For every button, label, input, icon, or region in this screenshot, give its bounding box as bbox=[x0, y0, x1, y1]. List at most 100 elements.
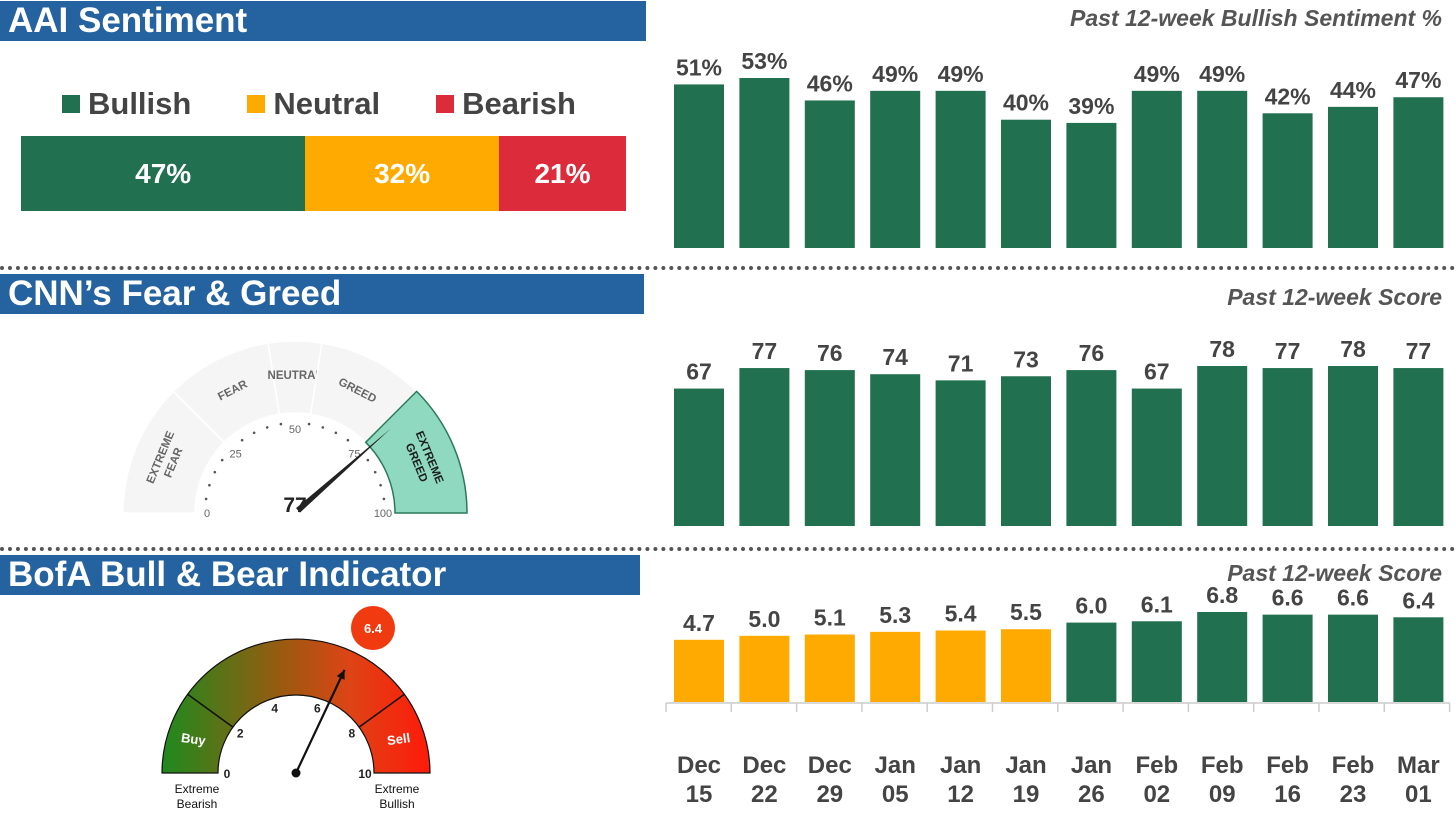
bar-value-label: 76 bbox=[817, 340, 843, 366]
bar-value-label: 49% bbox=[938, 61, 984, 87]
bar-value-label: 51% bbox=[676, 54, 722, 80]
gauge-separator bbox=[187, 693, 234, 728]
bar bbox=[935, 380, 986, 526]
gauge-tick-label: 2 bbox=[237, 726, 244, 740]
legend-item-bullish: Bullish bbox=[62, 86, 191, 122]
bar-value-label: 77 bbox=[752, 338, 778, 364]
bar bbox=[1066, 622, 1117, 702]
bar-value-label: 5.3 bbox=[879, 602, 911, 628]
bull-bear-gauge: Buy Sell 0 2 4 6 8 10 6.4 Extreme Bearish Extreme Bu… bbox=[161, 606, 431, 811]
x-tick-label: Feb bbox=[1135, 752, 1178, 779]
bar bbox=[1131, 621, 1182, 702]
gauge-zone bbox=[364, 390, 468, 514]
aai-legend: Bullish Neutral Bearish bbox=[62, 86, 576, 122]
x-tick-label: 15 bbox=[686, 781, 713, 808]
gauge-dot bbox=[220, 458, 224, 462]
bar-value-label: 39% bbox=[1068, 93, 1114, 119]
bar bbox=[870, 374, 921, 526]
gauge-needle bbox=[295, 669, 346, 774]
bar-value-label: 5.1 bbox=[814, 605, 846, 631]
legend-item-neutral: Neutral bbox=[247, 86, 380, 122]
stack-segment: 21% bbox=[498, 136, 626, 211]
legend-swatch bbox=[247, 95, 266, 113]
x-tick-label: 05 bbox=[882, 781, 909, 808]
x-tick-label: 22 bbox=[751, 781, 778, 808]
gauge-dot bbox=[366, 458, 370, 462]
gauge-dot bbox=[382, 497, 386, 501]
bar-value-label: 77 bbox=[1275, 338, 1301, 364]
gauge-dot bbox=[240, 438, 244, 442]
gauge-tick-label: 0 bbox=[224, 767, 231, 781]
gauge-tick-label: 25 bbox=[229, 449, 241, 461]
bar-value-label: 40% bbox=[1003, 90, 1049, 116]
bar-value-label: 46% bbox=[807, 70, 853, 96]
bar bbox=[1197, 90, 1248, 248]
bar-value-label: 4.7 bbox=[683, 610, 715, 636]
x-tick-label: Jan bbox=[1071, 752, 1112, 779]
x-tick-label: Dec bbox=[742, 752, 786, 779]
bar-value-label: 6.1 bbox=[1141, 591, 1173, 617]
x-tick-label: Feb bbox=[1201, 752, 1244, 779]
x-tick-label: Mar bbox=[1397, 752, 1440, 779]
gauge-sell-label: Sell bbox=[386, 730, 411, 748]
bar bbox=[1066, 122, 1117, 248]
aai-banner: AAI Sentiment bbox=[0, 1, 646, 41]
x-tick-label: 12 bbox=[947, 781, 974, 808]
bar bbox=[739, 635, 790, 702]
gauge-dot bbox=[279, 422, 283, 426]
bar bbox=[804, 370, 855, 526]
bar bbox=[674, 388, 724, 526]
bar-value-label: 44% bbox=[1330, 77, 1376, 103]
bar-value-label: 77 bbox=[1406, 338, 1432, 364]
gauge-dot bbox=[307, 422, 311, 426]
bar bbox=[1001, 376, 1051, 526]
bar-value-label: 6.8 bbox=[1206, 582, 1238, 608]
gauge-tick-label: 8 bbox=[348, 726, 355, 740]
bar-value-label: 53% bbox=[741, 48, 787, 74]
gauge-hub bbox=[259, 480, 331, 516]
x-tick-label: Jan bbox=[940, 752, 981, 779]
section-divider bbox=[0, 266, 1456, 270]
bar-value-label: 76 bbox=[1079, 340, 1105, 366]
bar bbox=[804, 100, 855, 249]
bar bbox=[674, 639, 724, 702]
bar-value-label: 6.4 bbox=[1402, 587, 1434, 613]
cnn-banner: CNN’s Fear & Greed bbox=[0, 274, 644, 314]
x-tick-label: 29 bbox=[816, 781, 843, 808]
gauge-dot bbox=[265, 426, 269, 429]
bar bbox=[870, 631, 921, 702]
bar bbox=[739, 78, 790, 248]
gauge-tick-label: 4 bbox=[271, 701, 278, 715]
bar-value-label: 6.6 bbox=[1272, 585, 1304, 611]
bar-value-label: 71 bbox=[948, 350, 974, 376]
gauge-dot bbox=[373, 470, 377, 474]
stack-segment: 32% bbox=[305, 136, 499, 211]
bar bbox=[935, 630, 986, 702]
x-tick-label: Jan bbox=[1005, 752, 1046, 779]
bar-value-label: 5.4 bbox=[945, 601, 977, 627]
bar bbox=[1131, 90, 1182, 248]
x-tick-label: 23 bbox=[1340, 781, 1367, 808]
gauge-dot bbox=[346, 438, 350, 442]
bar-value-label: 78 bbox=[1340, 336, 1366, 362]
bar bbox=[1393, 617, 1444, 702]
bar bbox=[1328, 106, 1378, 249]
gauge-zone-label: NEUTRAL bbox=[268, 370, 323, 382]
bar bbox=[1066, 370, 1117, 526]
gauge-separator bbox=[358, 693, 405, 728]
bar-value-label: 73 bbox=[1013, 346, 1039, 372]
bar bbox=[1197, 612, 1248, 702]
legend-swatch bbox=[436, 95, 455, 113]
bar bbox=[870, 90, 921, 248]
bar-value-label: 49% bbox=[872, 61, 918, 87]
gauge-buy-label: Buy bbox=[180, 730, 207, 748]
gauge-left-caption: Extreme Bearish bbox=[175, 782, 220, 811]
gauge-value: 6.4 bbox=[364, 621, 383, 636]
gauge-dot bbox=[321, 426, 325, 429]
bar bbox=[1001, 629, 1051, 702]
bar-value-label: 49% bbox=[1134, 61, 1180, 87]
section-divider bbox=[0, 547, 1456, 551]
gauge-dot bbox=[208, 483, 211, 487]
gauge-dot bbox=[334, 431, 338, 435]
x-tick-label: Feb bbox=[1266, 752, 1309, 779]
